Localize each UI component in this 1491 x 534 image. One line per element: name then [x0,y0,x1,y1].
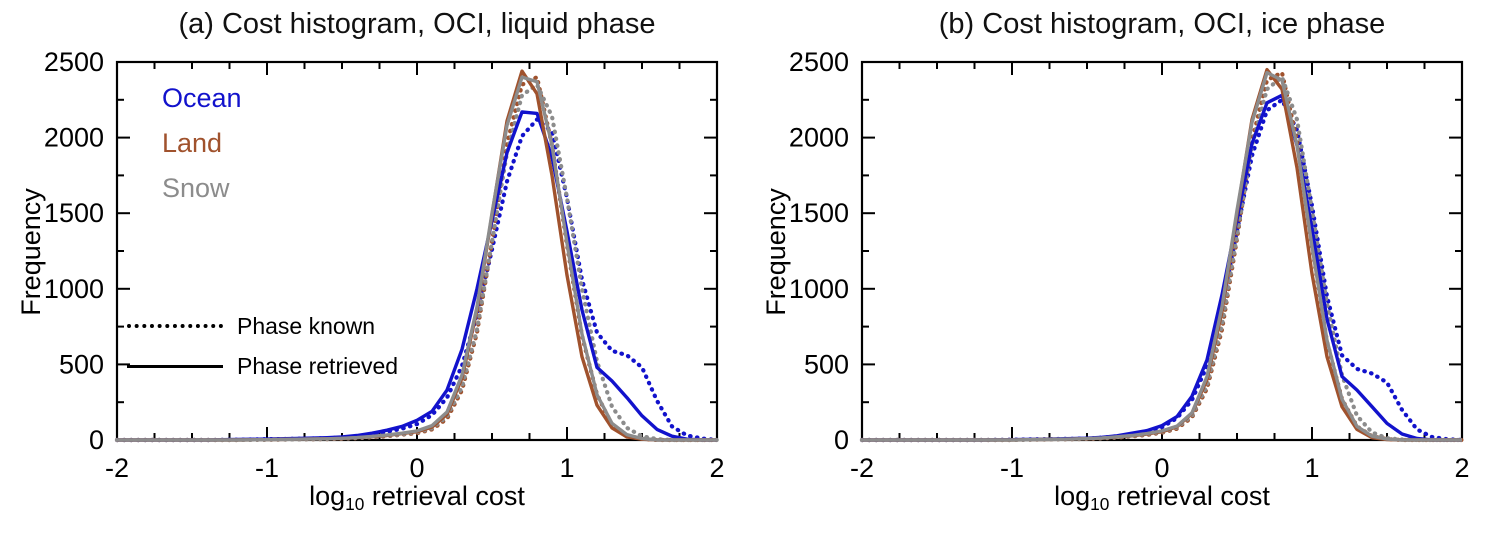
svg-text:2000: 2000 [44,123,104,153]
svg-text:0: 0 [89,425,104,455]
svg-text:-1: -1 [1000,453,1024,483]
svg-text:2: 2 [709,453,724,483]
svg-text:0: 0 [409,453,424,483]
legend-label-phase-retrieved: Phase retrieved [237,352,399,379]
legend-item-land: Land [162,128,223,158]
panel-b: -2 -1 0 1 2 0 500 1000 1500 2000 2500 (b) Cost his… [745,0,1490,534]
panel-b-title: (b) Cost histogram, OCI, ice phase [938,8,1386,40]
xlabel-rest-text: retrieval cost [364,481,525,511]
xlabel-rest-text: retrieval cost [1109,481,1270,511]
svg-text:1000: 1000 [44,274,104,304]
xlabel-subscript: 10 [345,493,365,514]
legend-line-styles: Phase known Phase retrieved [127,306,398,386]
solid-line-sample [127,364,223,368]
panel-a-xlabel: log10 retrieval cost [117,481,717,515]
dotted-line-sample [127,324,223,328]
legend-item-phase-retrieved: Phase retrieved [127,346,398,386]
svg-text:1: 1 [559,453,574,483]
xlabel-log-text: log [309,481,346,511]
svg-text:1000: 1000 [789,274,849,304]
svg-text:2000: 2000 [789,123,849,153]
panel-a-title: (a) Cost histogram, OCI, liquid phase [178,8,656,40]
svg-text:2500: 2500 [789,47,849,77]
svg-text:500: 500 [59,349,104,379]
panel-b-xlabel: log10 retrieval cost [862,481,1462,515]
panel-a: -2 -1 0 1 2 0 500 1000 1500 2000 2500 (a) Cost his… [0,0,745,534]
chart-b-canvas: -2 -1 0 1 2 0 500 1000 1500 2000 2500 [789,47,1470,483]
svg-text:0: 0 [834,425,849,455]
svg-text:1500: 1500 [44,198,104,228]
svg-text:1500: 1500 [789,198,849,228]
panel-b-ylabel: Frequency [761,188,791,316]
xlabel-log-text: log [1054,481,1091,511]
xlabel-subscript: 10 [1090,493,1110,514]
svg-text:500: 500 [804,349,849,379]
svg-text:0: 0 [1154,453,1169,483]
svg-text:2500: 2500 [44,47,104,77]
legend-item-snow: Snow [162,173,230,203]
chart-a-canvas: -2 -1 0 1 2 0 500 1000 1500 2000 2500 [44,47,725,483]
legend-label-phase-known: Phase known [237,312,376,339]
legend-item-phase-known: Phase known [127,306,398,346]
svg-text:2: 2 [1454,453,1469,483]
svg-text:1: 1 [1304,453,1319,483]
legend-surfaces: Ocean Land Snow [162,76,242,211]
svg-text:-1: -1 [255,453,279,483]
panel-a-ylabel: Frequency [16,188,46,316]
svg-text:-2: -2 [850,453,874,483]
legend-item-ocean: Ocean [162,83,242,113]
svg-text:-2: -2 [105,453,129,483]
